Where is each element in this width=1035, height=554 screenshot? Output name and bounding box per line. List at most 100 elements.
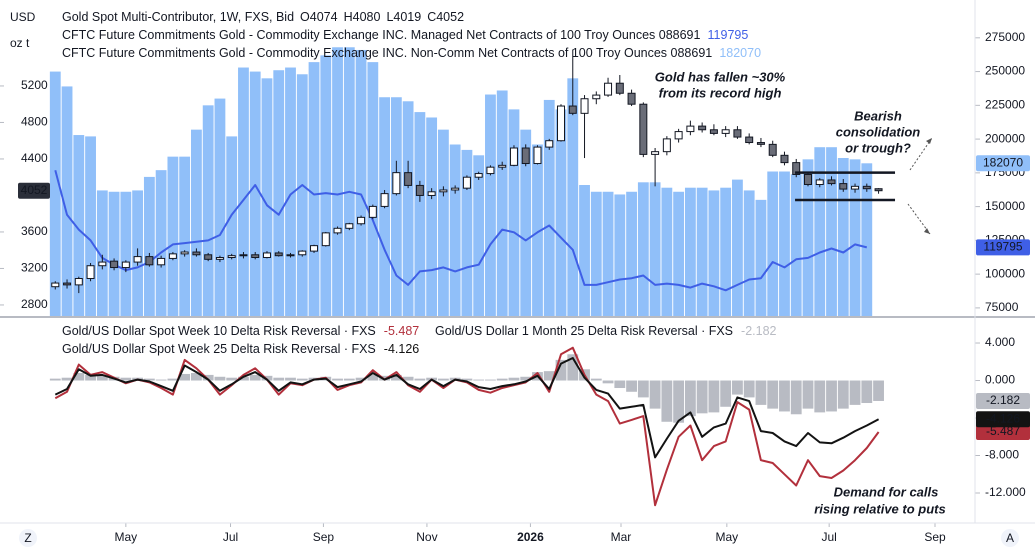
legend-entry: Gold/US Dollar Spot Week 10 Delta Risk R… (62, 324, 419, 338)
value-badge-bg (976, 155, 1030, 172)
candle-body (521, 147, 530, 165)
legend-name: Gold/US Dollar 1 Month 25 Delta Risk Rev… (435, 324, 733, 338)
value-badge-bg (976, 423, 1030, 440)
bar (684, 187, 696, 316)
bar (720, 380, 732, 407)
legend: Gold Spot Multi-Contributor, 1W, FXS, Bi… (62, 10, 464, 24)
candle-body (321, 232, 330, 247)
candle-body (768, 143, 777, 156)
candle-body (392, 172, 401, 195)
plot-area: May Jul Sep Nov 2026 Mar May Jul Sep 2800 3200 3600… (0, 10, 1030, 544)
candle-body (686, 125, 695, 133)
bar (520, 376, 532, 381)
legend-value: -5.487 (384, 324, 419, 338)
arrow-head (924, 228, 930, 234)
button[interactable] (1001, 529, 1019, 547)
candle-body (827, 179, 836, 185)
bar (696, 187, 708, 316)
y2-tick-label: 150000 (985, 199, 1025, 213)
bar (238, 67, 249, 317)
value-badge: 119795 (983, 240, 1022, 254)
x-tick-label: Sep (313, 530, 335, 544)
bar (649, 182, 661, 316)
candle-body (51, 282, 60, 288)
candle-body (157, 257, 166, 266)
candle-body (780, 154, 789, 164)
bar (73, 373, 85, 381)
candle-body (803, 173, 812, 186)
candle-body (533, 146, 542, 165)
x-tick-label: 2026 (517, 530, 544, 544)
annotation: Bearish (854, 108, 902, 123)
button[interactable] (19, 529, 37, 547)
candle-body (486, 166, 495, 175)
y-tick-label: 4.000 (985, 335, 1015, 349)
candle-body (862, 185, 871, 190)
bar (790, 380, 802, 415)
candle-body (545, 140, 554, 148)
y2-tick-label: 75000 (985, 300, 1019, 314)
bar (120, 377, 132, 381)
bar (802, 380, 814, 409)
bar (637, 380, 649, 398)
x-tick-label: Jul (223, 530, 238, 544)
candle-body (733, 129, 742, 138)
bar (249, 71, 261, 316)
candle-body (839, 183, 848, 190)
legend-name: CFTC Future Commitments Gold - Commodity… (62, 46, 712, 60)
candle-body (674, 131, 683, 140)
value-badge: -5.487 (986, 424, 1020, 438)
legend-entry: Gold/US Dollar Spot Week 25 Delta Risk R… (62, 342, 419, 356)
bar (743, 190, 755, 316)
candle-body (662, 138, 671, 153)
bar (355, 377, 367, 381)
bar (202, 105, 214, 316)
bar (226, 136, 238, 316)
button-label[interactable]: A (1006, 531, 1014, 545)
annotation: consolidation (836, 124, 921, 139)
value-badge: -2.182 (986, 393, 1020, 407)
bar (802, 159, 814, 316)
bar (661, 380, 673, 422)
candle-body (651, 151, 660, 155)
candle-body (63, 282, 72, 286)
bar (473, 155, 485, 316)
bar (779, 171, 790, 316)
bar (861, 163, 873, 316)
annotation: from its record high (659, 85, 782, 100)
bar (873, 380, 884, 401)
bar (296, 74, 308, 317)
legend-entry: Gold/US Dollar 1 Month 25 Delta Risk Rev… (435, 324, 777, 338)
bar (837, 158, 849, 316)
bar (226, 377, 238, 381)
bar (155, 379, 167, 381)
bar (120, 191, 132, 316)
bar (496, 90, 508, 316)
y-tick-label: -8.000 (985, 448, 1019, 462)
bar (814, 380, 826, 413)
bar (826, 380, 837, 412)
annotation: or trough? (845, 140, 911, 155)
bar (590, 191, 602, 316)
legend-value: 182070 (719, 46, 761, 60)
y-tick-label: 0.000 (985, 373, 1015, 387)
candle-body (110, 260, 119, 269)
bar (684, 380, 696, 417)
value-badge: 182070 (983, 155, 1023, 169)
candle-body (462, 176, 471, 189)
bar (273, 377, 285, 381)
candle-body (145, 256, 154, 266)
candle-body (133, 256, 142, 263)
bar (485, 94, 496, 317)
bar (673, 380, 685, 423)
bar (626, 191, 637, 316)
bar (191, 373, 202, 381)
bar (637, 182, 649, 316)
candle-body (74, 277, 83, 286)
candle-body (615, 82, 624, 94)
bar (179, 156, 191, 316)
bar (379, 375, 390, 381)
button-label[interactable]: Z (24, 531, 31, 545)
legend-ohlc-value: 4080 (353, 10, 381, 24)
